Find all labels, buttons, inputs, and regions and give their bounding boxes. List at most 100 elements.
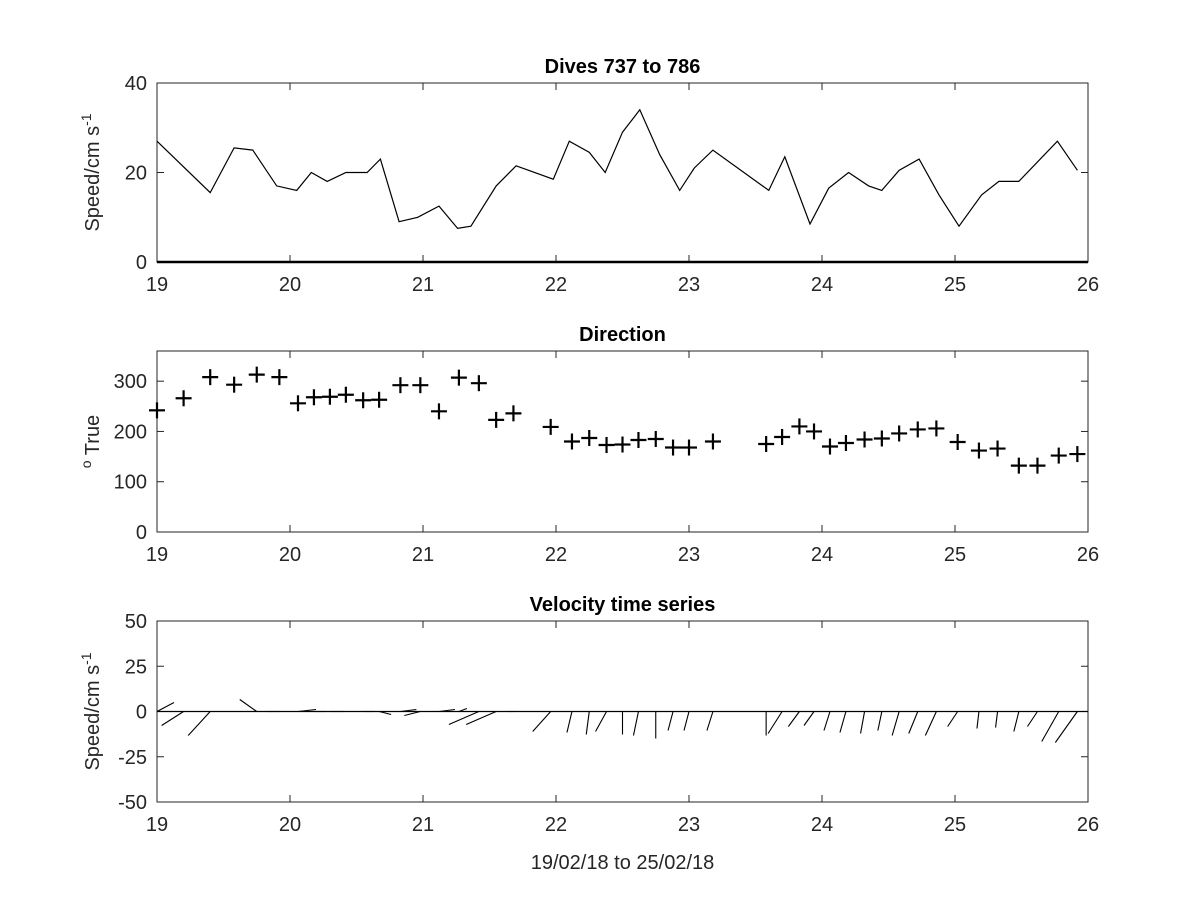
velocity-stick [465, 710, 497, 726]
direction-point [470, 375, 487, 392]
x-tick-label: 25 [944, 814, 966, 836]
x-tick-label: 25 [944, 274, 966, 296]
velocity-stick [156, 702, 175, 712]
velocity-stick [683, 711, 690, 731]
y-tick-label: 300 [114, 371, 147, 393]
y-axis-label: o True [78, 415, 104, 468]
x-tick-label: 20 [279, 814, 301, 836]
direction-point [321, 388, 338, 405]
velocity-stick [924, 711, 937, 736]
x-tick-label: 24 [811, 274, 833, 296]
x-tick-label: 22 [545, 814, 567, 836]
direction-point [488, 411, 505, 428]
chart-title: Dives 737 to 786 [545, 56, 701, 78]
x-tick-label: 24 [811, 814, 833, 836]
velocity-stick [891, 711, 900, 736]
velocity-stick [947, 711, 959, 727]
velocity-stick [803, 711, 815, 726]
x-tick-label: 21 [412, 544, 434, 566]
direction-point [450, 369, 467, 386]
velocity-stick [706, 711, 714, 731]
velocity-stick [448, 710, 480, 726]
direction-point [226, 376, 243, 393]
velocity-stick [877, 711, 883, 731]
velocity-stick [1013, 711, 1020, 732]
y-tick-label: 40 [125, 73, 147, 95]
direction-point [704, 433, 721, 450]
chart-title: Velocity time series [530, 594, 716, 616]
direction-point [806, 423, 823, 440]
velocity-stick [767, 711, 783, 734]
direction-point [970, 442, 987, 459]
x-tick-label: 21 [412, 274, 434, 296]
y-axis-label-text: True [82, 415, 104, 461]
direction-point [1050, 447, 1067, 464]
direction-point [542, 418, 559, 435]
y-axis-label-text: Speed/cm s [82, 126, 104, 232]
direction-point [891, 425, 908, 442]
velocity-stick [823, 711, 831, 731]
direction-point [928, 420, 945, 437]
direction-point [821, 438, 838, 455]
velocity-stick [632, 711, 639, 736]
y-tick-label: 50 [125, 611, 147, 633]
direction-point [392, 377, 409, 394]
velocity-stick [839, 711, 847, 733]
direction-point [581, 429, 598, 446]
direction-point [305, 389, 322, 406]
x-tick-label: 23 [678, 274, 700, 296]
direction-point [430, 403, 447, 420]
direction-point [665, 439, 682, 456]
direction-point [1069, 446, 1086, 463]
y-tick-label: 20 [125, 163, 147, 185]
x-tick-label: 26 [1077, 544, 1099, 566]
velocity-stick [378, 710, 392, 716]
velocity-stick [1054, 711, 1078, 743]
direction-point [630, 431, 647, 448]
direction-point [149, 402, 165, 419]
y-axis-label-text: Speed/cm s [82, 665, 104, 771]
x-tick-label: 20 [279, 544, 301, 566]
chart-panel-2: Direction 19 20 21 22 23 24 25 26 0 100 200 300 o Tru… [78, 324, 1099, 566]
y-axis-label-superscript: -1 [78, 113, 94, 126]
direction-point [289, 395, 306, 412]
y-axis-label-superscript: -1 [78, 652, 94, 665]
y-axis-label: Speed/cm s-1 [78, 113, 104, 231]
x-axis-label: 19/02/18 to 25/02/18 [531, 852, 715, 874]
direction-point [505, 405, 522, 422]
x-tick-label: 19 [146, 274, 168, 296]
x-tick-label: 21 [412, 814, 434, 836]
direction-point [355, 392, 372, 409]
y-tick-label: 0 [136, 702, 147, 724]
velocity-stick [161, 711, 184, 726]
velocity-stick [438, 708, 456, 713]
chart-panel-3: Velocity time series 19 20 21 22 23 24 25 26 -50 -… [78, 594, 1099, 874]
x-tick-label: 19 [146, 814, 168, 836]
x-tick-label: 23 [678, 544, 700, 566]
direction-point [949, 434, 966, 451]
velocity-stick [400, 708, 417, 713]
speed-series-line [156, 108, 1078, 230]
direction-point [598, 437, 615, 454]
velocity-stick [297, 708, 317, 713]
direction-point [837, 435, 854, 452]
y-tick-label: 25 [125, 656, 147, 678]
y-axis-label-superscript: o [78, 460, 94, 468]
y-tick-label: 0 [136, 252, 147, 274]
velocity-stick [860, 711, 866, 734]
x-tick-label: 24 [811, 544, 833, 566]
x-tick-label: 25 [944, 544, 966, 566]
x-tick-label: 26 [1077, 814, 1099, 836]
direction-point [371, 391, 388, 408]
x-tick-label: 22 [545, 274, 567, 296]
direction-point [271, 369, 288, 386]
axes-box [156, 82, 1089, 263]
y-tick-label: -25 [118, 747, 147, 769]
y-tick-label: -50 [118, 792, 147, 814]
velocity-stick [787, 711, 800, 727]
x-tick-label: 22 [545, 544, 567, 566]
velocity-stick [1041, 711, 1060, 742]
direction-point [774, 428, 791, 445]
velocity-stick [404, 710, 421, 717]
direction-point [989, 440, 1006, 457]
